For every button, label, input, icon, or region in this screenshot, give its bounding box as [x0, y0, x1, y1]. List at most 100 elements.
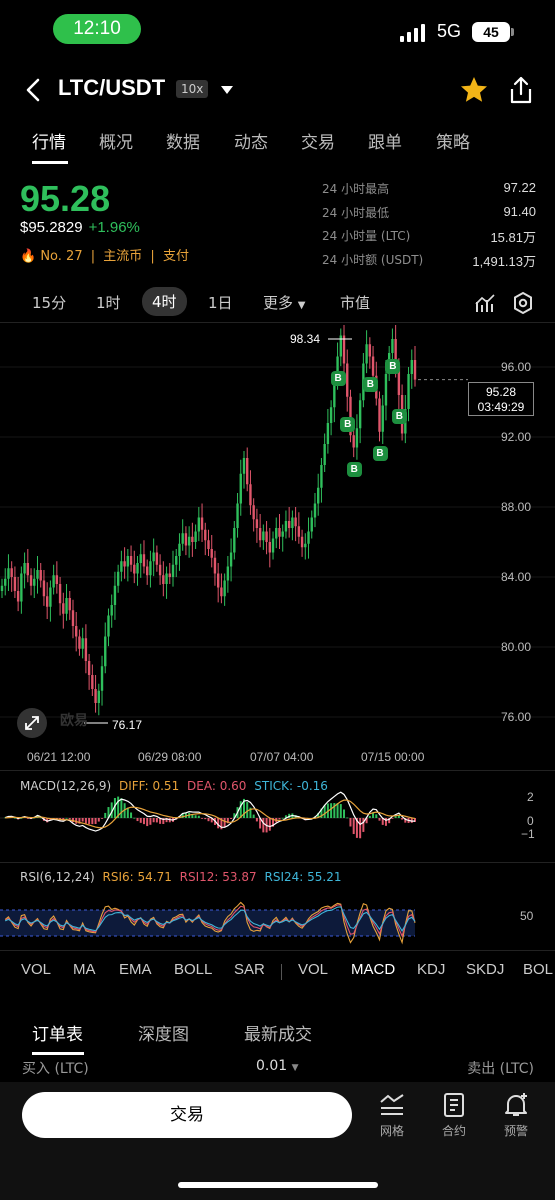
buy-marker[interactable]: B — [391, 409, 407, 424]
indicator-kdj[interactable]: KDJ — [417, 961, 446, 978]
tab-market[interactable]: 行情 — [32, 133, 66, 153]
buy-marker[interactable]: B — [340, 416, 356, 432]
candle-body — [175, 556, 178, 565]
indicator-boll[interactable]: BOLL — [174, 961, 213, 978]
interval-market-cap[interactable]: 市值 — [340, 294, 371, 312]
tag-payment[interactable]: 支付 — [162, 249, 189, 264]
tab-data[interactable]: 数据 — [166, 133, 200, 153]
macd-histogram-bar — [126, 807, 129, 818]
tab-depth[interactable]: 深度图 — [138, 1025, 189, 1045]
interval-1d[interactable]: 1日 — [208, 294, 233, 312]
candle-body — [120, 561, 123, 572]
candlestick-chart[interactable] — [0, 322, 555, 744]
stats-panel: 24 小时最高 97.22 24 小时最低 91.40 24 小时量 (LTC) 15… — [322, 180, 536, 274]
candle-body — [149, 561, 152, 576]
rsi-y-tick: 50 — [520, 909, 534, 923]
buy-marker[interactable]: B — [330, 370, 346, 386]
macd-histogram-bar — [220, 818, 223, 830]
macd-histogram-bar — [230, 818, 233, 820]
nav-contract[interactable]: 合约 — [429, 1092, 479, 1139]
contract-doc-icon — [444, 1093, 464, 1117]
indicator-macd[interactable]: MACD — [351, 961, 396, 978]
nav-grid[interactable]: 网格 — [367, 1092, 417, 1139]
trade-button[interactable]: 交易 — [22, 1092, 352, 1138]
macd-histogram-bar — [152, 818, 155, 823]
macd-histogram-bar — [359, 818, 362, 839]
candle-body — [84, 638, 88, 661]
candle-body — [45, 596, 49, 607]
fullscreen-expand-icon[interactable] — [17, 708, 47, 738]
buy-marker[interactable]: B — [362, 376, 378, 392]
y-tick: 96.00 — [501, 360, 532, 374]
macd-histogram-bar — [384, 818, 387, 826]
macd-histogram-bar — [330, 803, 333, 818]
home-indicator — [178, 1182, 378, 1188]
y-tick: 92.00 — [501, 430, 532, 444]
candle-body — [91, 675, 94, 689]
candle-body — [410, 360, 413, 374]
tab-trade[interactable]: 交易 — [301, 133, 335, 153]
tab-copy[interactable]: 跟单 — [368, 133, 402, 153]
indicator-ma[interactable]: MA — [73, 961, 96, 978]
candle-body — [297, 526, 301, 537]
indicator-sub-vol[interactable]: VOL — [298, 961, 329, 978]
tab-orderbook[interactable]: 订单表 — [32, 1025, 83, 1045]
rank-badge[interactable]: No. 27 — [40, 249, 83, 264]
precision-select[interactable]: 0.01 ▼ — [256, 1058, 299, 1074]
indicator-boll-sub[interactable]: BOL — [523, 961, 554, 978]
candle-body — [384, 374, 388, 406]
candle-body — [87, 661, 91, 675]
precision-value: 0.01 — [256, 1058, 288, 1074]
buy-marker[interactable]: B — [385, 359, 401, 374]
interval-4h[interactable]: 4时 — [142, 287, 187, 316]
interval-1h[interactable]: 1时 — [96, 294, 121, 312]
interval-15m[interactable]: 15分 — [32, 294, 67, 312]
candle-body — [210, 549, 213, 558]
candle-body — [365, 344, 368, 364]
buy-marker[interactable]: B — [346, 461, 362, 477]
tab-strategy[interactable]: 策略 — [436, 133, 470, 153]
indicator-vol[interactable]: VOL — [21, 961, 52, 978]
interval-more[interactable]: 更多 ▼ — [263, 292, 306, 313]
x-tick: 06/21 12:00 — [27, 750, 91, 764]
macd-histogram-bar — [194, 815, 197, 818]
caret-down-icon[interactable] — [219, 84, 235, 96]
favorite-star-icon[interactable] — [458, 74, 490, 106]
candle-body — [178, 543, 181, 556]
macd-histogram-bar — [352, 818, 355, 835]
indicator-skdj[interactable]: SKDJ — [466, 961, 505, 978]
tag-mainstream[interactable]: 主流币 — [103, 249, 143, 264]
usd-price: $95.2829 — [20, 219, 83, 236]
nav-alert[interactable]: 预警 — [491, 1092, 541, 1139]
indicator-selector: VOL MA EMA BOLL SAR VOL MACD KDJ SKDJ BO… — [0, 958, 555, 986]
macd-histogram-bar — [94, 818, 97, 824]
candle-body — [242, 458, 246, 474]
candle-body — [368, 344, 372, 357]
rsi-chart[interactable] — [0, 862, 555, 950]
macd-histogram-bar — [207, 818, 210, 822]
back-arrow-icon[interactable] — [20, 74, 48, 106]
candle-body — [16, 591, 20, 602]
macd-histogram-bar — [142, 818, 145, 825]
indicator-ema[interactable]: EMA — [119, 961, 152, 978]
candle-body — [229, 552, 233, 567]
pair-title[interactable]: LTC/USDT — [58, 75, 166, 100]
tab-overview[interactable]: 概况 — [99, 133, 133, 153]
settings-hex-icon[interactable] — [512, 291, 534, 315]
macd-chart[interactable] — [0, 770, 555, 850]
tab-news[interactable]: 动态 — [234, 133, 268, 153]
candle-body — [397, 365, 401, 395]
macd-histogram-bar — [410, 818, 413, 823]
divider — [0, 862, 555, 863]
rsi12-value: RSI12: 53.87 — [179, 870, 257, 884]
macd-histogram-bar — [346, 817, 349, 819]
macd-histogram-bar — [249, 807, 252, 818]
rsi6-value: RSI6: 54.71 — [102, 870, 172, 884]
tab-latest-trades[interactable]: 最新成交 — [244, 1025, 312, 1045]
buy-marker[interactable]: B — [372, 445, 388, 461]
indicator-sar[interactable]: SAR — [234, 961, 265, 978]
candle-body — [323, 444, 326, 465]
share-icon[interactable] — [506, 74, 536, 106]
indicator-chart-icon[interactable] — [474, 292, 496, 314]
low-price-label: 76.17 — [112, 718, 143, 732]
